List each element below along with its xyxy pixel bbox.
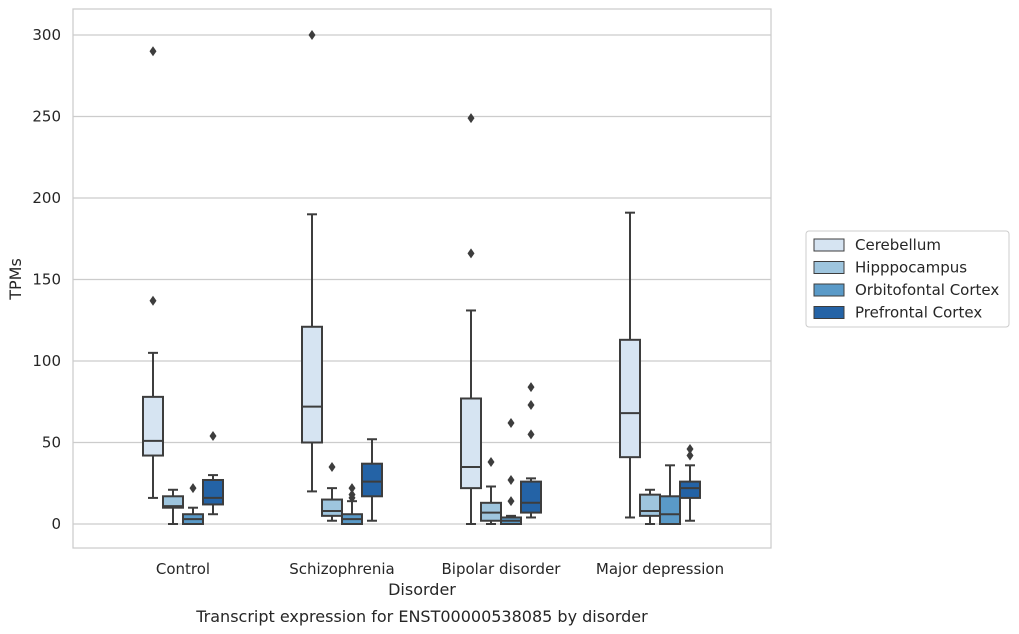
outlier-point bbox=[507, 417, 515, 428]
outlier-point bbox=[149, 295, 157, 306]
x-axis-ticks: Control Schizophrenia Bipolar disorder Majo… bbox=[156, 560, 724, 578]
plot-frame bbox=[72, 8, 772, 549]
box-iqr bbox=[520, 480, 542, 514]
y-tick-label: 300 bbox=[32, 26, 61, 44]
outlier-point bbox=[348, 489, 356, 500]
outlier-point bbox=[189, 483, 197, 494]
y-tick-label: 0 bbox=[51, 515, 61, 533]
outlier-point bbox=[527, 429, 535, 440]
y-tick-label: 250 bbox=[32, 108, 61, 126]
box-hipppocampus-2 bbox=[480, 457, 502, 525]
box-hipppocampus-1 bbox=[321, 461, 343, 522]
x-tick-label: Schizophrenia bbox=[289, 560, 394, 578]
y-tick-label: 150 bbox=[32, 271, 61, 289]
legend-swatch bbox=[813, 261, 845, 274]
legend-label: Cerebellum bbox=[855, 236, 941, 254]
outlier-point bbox=[686, 450, 694, 461]
box-cerebellum-3 bbox=[619, 211, 641, 519]
outlier-point bbox=[487, 457, 495, 468]
box-iqr bbox=[361, 462, 383, 498]
box-iqr bbox=[142, 395, 164, 457]
box-orbitofontal-cortex-2 bbox=[500, 417, 522, 525]
box-iqr bbox=[679, 480, 701, 499]
box-prefrontal-cortex-0 bbox=[202, 430, 224, 516]
box-hipppocampus-0 bbox=[162, 488, 184, 525]
gridlines bbox=[73, 34, 771, 525]
outlier-point bbox=[149, 46, 157, 57]
outlier-point bbox=[507, 474, 515, 485]
outlier-point bbox=[328, 461, 336, 472]
box-iqr bbox=[659, 495, 681, 526]
outlier-point bbox=[507, 496, 515, 507]
legend-swatch bbox=[813, 283, 845, 297]
legend-swatch bbox=[813, 306, 845, 319]
chart-caption: Transcript expression for ENST0000053808… bbox=[195, 607, 648, 626]
box-orbitofontal-cortex-1 bbox=[341, 483, 363, 525]
legend-label: Hipppocampus bbox=[855, 259, 967, 277]
box-iqr bbox=[321, 498, 343, 517]
legend-label: Prefrontal Cortex bbox=[855, 304, 982, 322]
y-tick-label: 50 bbox=[42, 434, 61, 452]
box-iqr bbox=[162, 495, 184, 509]
box-prefrontal-cortex-1 bbox=[361, 438, 383, 522]
outlier-point bbox=[467, 248, 475, 259]
y-tick-label: 100 bbox=[32, 352, 61, 370]
x-tick-label: Major depression bbox=[596, 560, 724, 578]
legend: Cerebellum Hipppocampus Orbitofontal Corte… bbox=[805, 230, 1010, 328]
box-iqr bbox=[619, 338, 641, 459]
outlier-point bbox=[308, 30, 316, 40]
box-prefrontal-cortex-3 bbox=[679, 444, 701, 522]
box-iqr bbox=[460, 397, 482, 490]
y-axis-label: TPMs bbox=[6, 258, 25, 301]
y-axis-ticks: 0 50 100 150 200 250 300 bbox=[32, 26, 61, 533]
legend-frame bbox=[805, 230, 1010, 328]
x-axis-label: Disorder bbox=[388, 580, 456, 599]
x-tick-label: Bipolar disorder bbox=[442, 560, 562, 578]
box-hipppocampus-3 bbox=[639, 488, 661, 525]
outlier-point bbox=[467, 113, 475, 124]
box-orbitofontal-cortex-0 bbox=[182, 483, 204, 525]
outlier-point bbox=[527, 382, 535, 393]
box-iqr bbox=[639, 493, 661, 517]
box-iqr bbox=[202, 478, 224, 506]
box-cerebellum-1 bbox=[301, 30, 323, 493]
outlier-point bbox=[686, 444, 694, 455]
y-tick-label: 200 bbox=[32, 189, 61, 207]
legend-swatch bbox=[813, 238, 845, 252]
x-tick-label: Control bbox=[156, 560, 210, 578]
box-iqr bbox=[301, 325, 323, 444]
box-cerebellum-2 bbox=[460, 113, 482, 525]
box-cerebellum-0 bbox=[142, 46, 164, 499]
outlier-point bbox=[348, 483, 356, 494]
legend-label: Orbitofontal Cortex bbox=[855, 281, 999, 299]
box-series bbox=[142, 30, 701, 526]
outlier-point bbox=[527, 400, 535, 411]
box-orbitofontal-cortex-3 bbox=[659, 464, 681, 526]
box-prefrontal-cortex-2 bbox=[520, 382, 542, 519]
outlier-point bbox=[209, 430, 217, 441]
